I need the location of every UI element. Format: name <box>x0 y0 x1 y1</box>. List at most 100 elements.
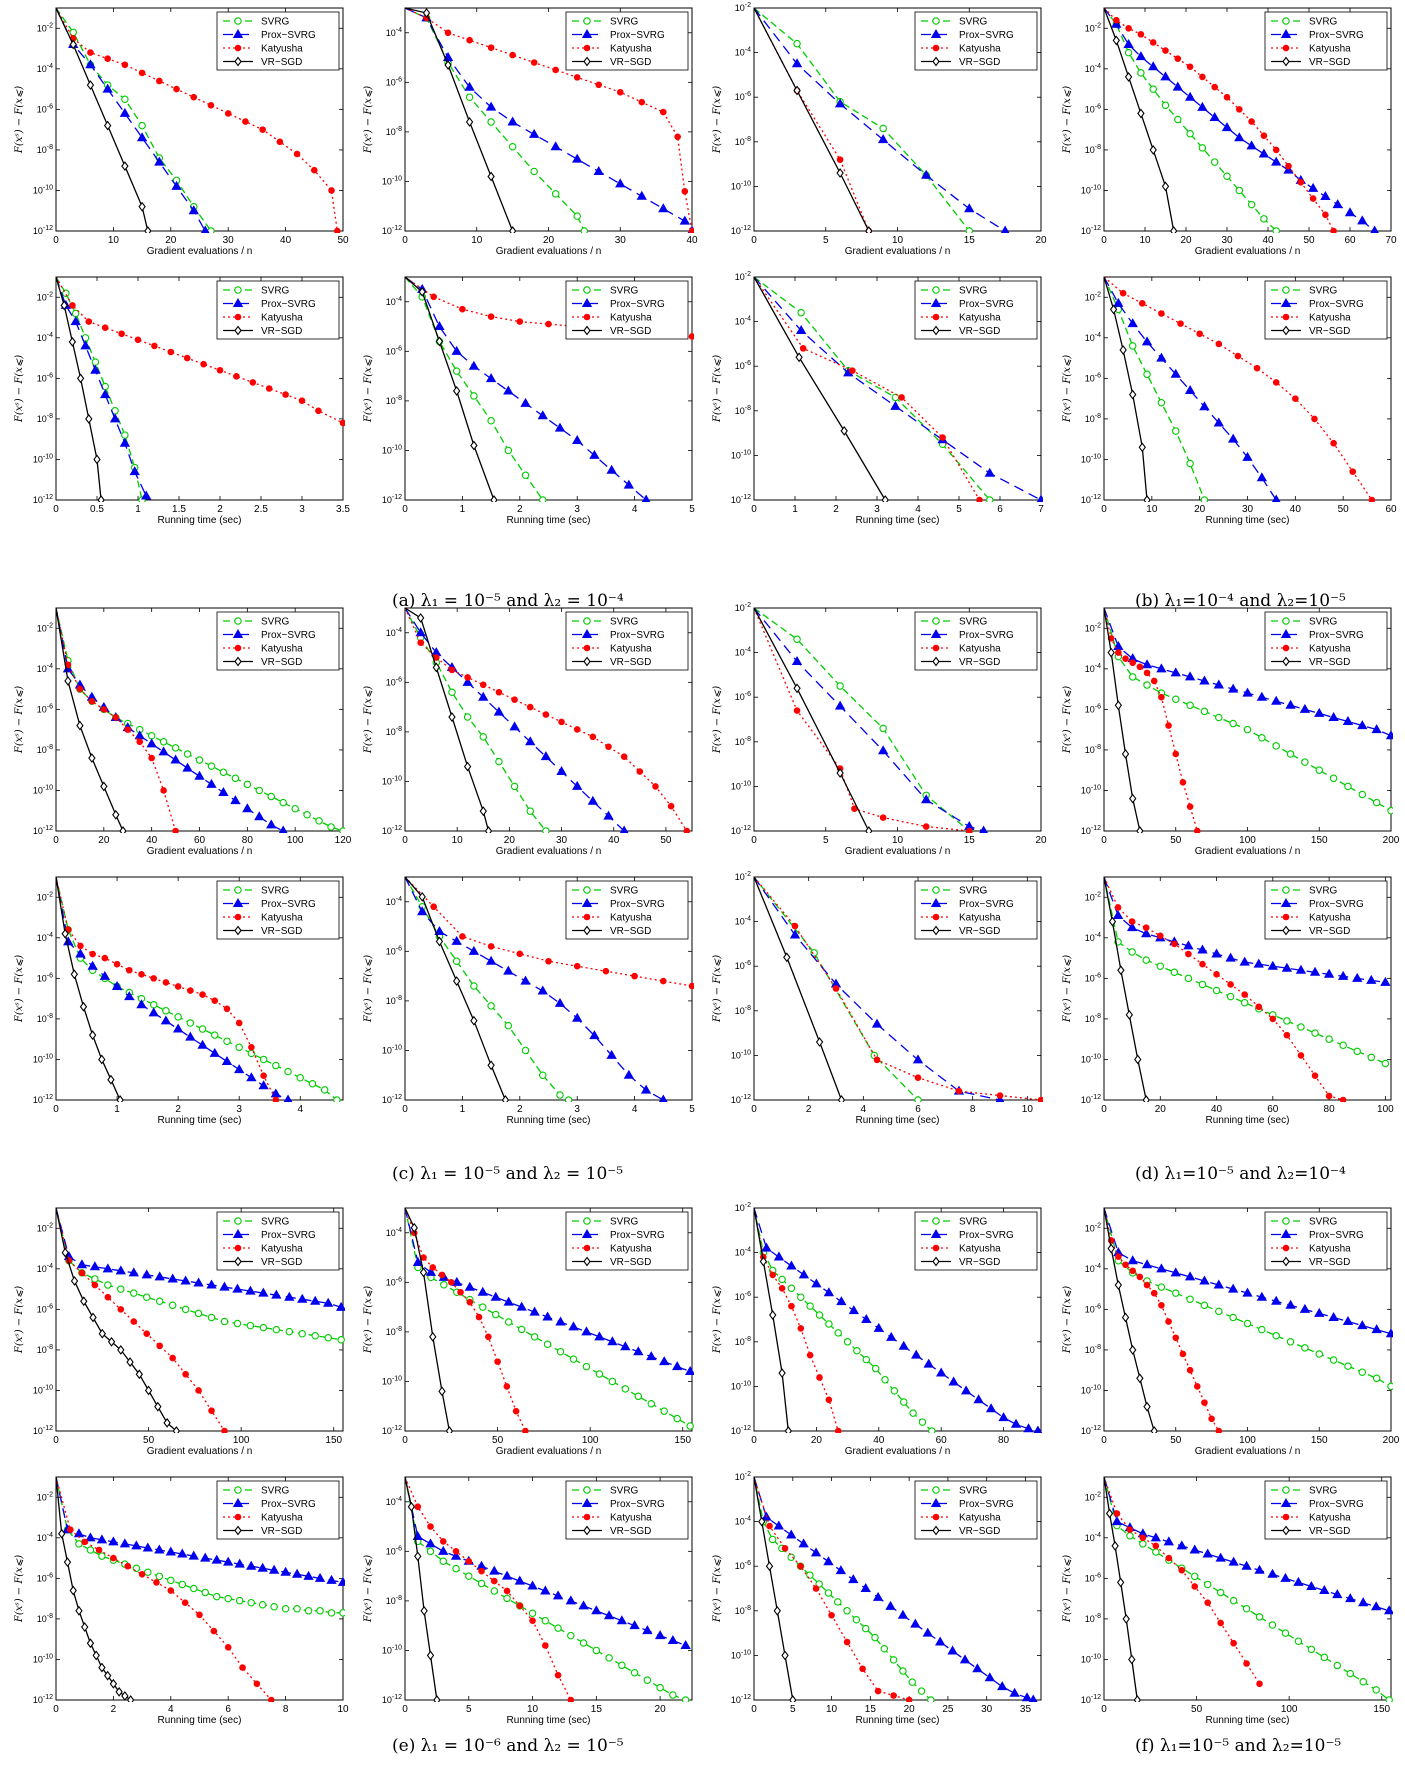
legend-label: VR−SGD <box>959 57 1000 68</box>
data-point <box>487 171 495 182</box>
data-point <box>1128 673 1137 681</box>
y-tick-label: 10-2 <box>1085 1222 1101 1233</box>
data-point <box>1137 69 1145 77</box>
y-tick-label: 10-6 <box>386 345 402 356</box>
data-point <box>138 1571 146 1578</box>
data-point <box>1152 1548 1160 1556</box>
legend-label: Prox−SVRG <box>1309 630 1364 641</box>
data-point <box>327 823 335 831</box>
data-point <box>80 340 91 350</box>
data-point <box>142 1542 154 1552</box>
data-point <box>172 1426 181 1433</box>
legend-marker <box>932 925 940 936</box>
data-point <box>249 379 257 386</box>
data-point <box>478 691 489 701</box>
x-axis-label: Running time (sec) <box>856 1715 940 1726</box>
data-point <box>542 827 550 833</box>
data-point <box>1184 974 1193 983</box>
x-tick-label: 6 <box>915 1104 921 1115</box>
data-point <box>444 29 452 37</box>
y-tick-label: 10-10 <box>1081 1653 1101 1664</box>
data-point <box>921 169 932 179</box>
data-point <box>1328 711 1339 721</box>
legend-marker <box>234 656 242 667</box>
data-point <box>452 1564 460 1573</box>
data-point <box>1246 140 1257 150</box>
y-tick-label: 10-12 <box>1081 1425 1101 1436</box>
data-point <box>146 738 157 748</box>
data-point <box>190 93 198 101</box>
y-tick-label: 10-12 <box>33 1094 53 1105</box>
x-axis-label: Gradient evaluations / n <box>147 1446 253 1457</box>
caption-c: (c) λ₁ = 10⁻⁵ and λ₂ = 10⁻⁵ <box>392 1164 624 1184</box>
data-point <box>272 1096 280 1102</box>
x-tick-label: 35 <box>1020 1704 1032 1715</box>
series-svrg <box>56 1207 345 1344</box>
x-tick-label: 150 <box>1311 835 1328 846</box>
data-point <box>1372 1686 1380 1694</box>
x-tick-label: 1 <box>114 1104 120 1115</box>
x-tick-label: 0 <box>1101 1435 1107 1446</box>
data-point <box>509 721 520 731</box>
y-axis-label: F(xˢ) − F(x⩽) <box>1062 1555 1073 1623</box>
legend-marker <box>932 886 940 894</box>
data-point <box>439 1538 447 1545</box>
data-point <box>997 1681 1008 1691</box>
series-prox-svrg <box>405 607 629 833</box>
data-point <box>1198 980 1207 989</box>
data-point <box>112 714 120 721</box>
data-point <box>172 1023 184 1033</box>
y-tick-label: 10-10 <box>382 1644 402 1655</box>
data-point <box>1143 495 1151 502</box>
data-point <box>459 305 466 313</box>
data-point <box>1269 1015 1277 1023</box>
data-point <box>786 1529 797 1539</box>
data-point <box>658 1094 668 1102</box>
data-point <box>793 39 801 48</box>
y-tick-label: 10-2 <box>1085 891 1101 902</box>
legend-label: Katyusha <box>610 1244 652 1255</box>
data-point <box>1314 707 1325 717</box>
series-line <box>754 276 981 501</box>
data-point <box>171 180 182 190</box>
data-point <box>495 757 503 766</box>
data-point <box>652 783 659 790</box>
data-point <box>674 133 681 141</box>
y-tick-label: 10-10 <box>731 1649 751 1660</box>
data-point <box>1186 803 1194 810</box>
data-point <box>885 1600 896 1610</box>
data-point <box>224 110 232 117</box>
legend-label: VR−SGD <box>261 57 302 68</box>
data-point <box>540 1585 551 1595</box>
data-point <box>435 336 444 347</box>
data-point <box>859 1665 866 1673</box>
data-point <box>91 1275 99 1283</box>
data-point <box>508 226 517 233</box>
x-tick-label: 40 <box>686 235 698 246</box>
data-point <box>815 1311 824 1319</box>
legend-label: Prox−SVRG <box>610 899 665 910</box>
series-vr-sgd <box>1104 1476 1142 1702</box>
data-point <box>573 74 581 81</box>
data-point <box>291 804 299 813</box>
data-point <box>464 1281 475 1291</box>
legend-marker <box>1282 644 1290 652</box>
data-point <box>512 1407 520 1415</box>
data-point <box>487 313 495 320</box>
data-point <box>121 1691 129 1701</box>
data-point <box>282 391 289 398</box>
data-point <box>1200 1301 1209 1310</box>
x-axis-label: Running time (sec) <box>1206 1715 1290 1726</box>
legend-label: VR−SGD <box>1309 1257 1350 1268</box>
legend-marker <box>234 44 242 52</box>
series-svrg <box>1104 7 1280 233</box>
series-vr-sgd <box>754 876 846 1102</box>
x-tick-label: 0 <box>53 235 59 246</box>
data-point <box>487 1002 495 1010</box>
legend-marker <box>932 656 940 667</box>
data-point <box>125 966 133 974</box>
y-axis-label: F(xˢ) − F(x⩽) <box>1062 686 1073 754</box>
